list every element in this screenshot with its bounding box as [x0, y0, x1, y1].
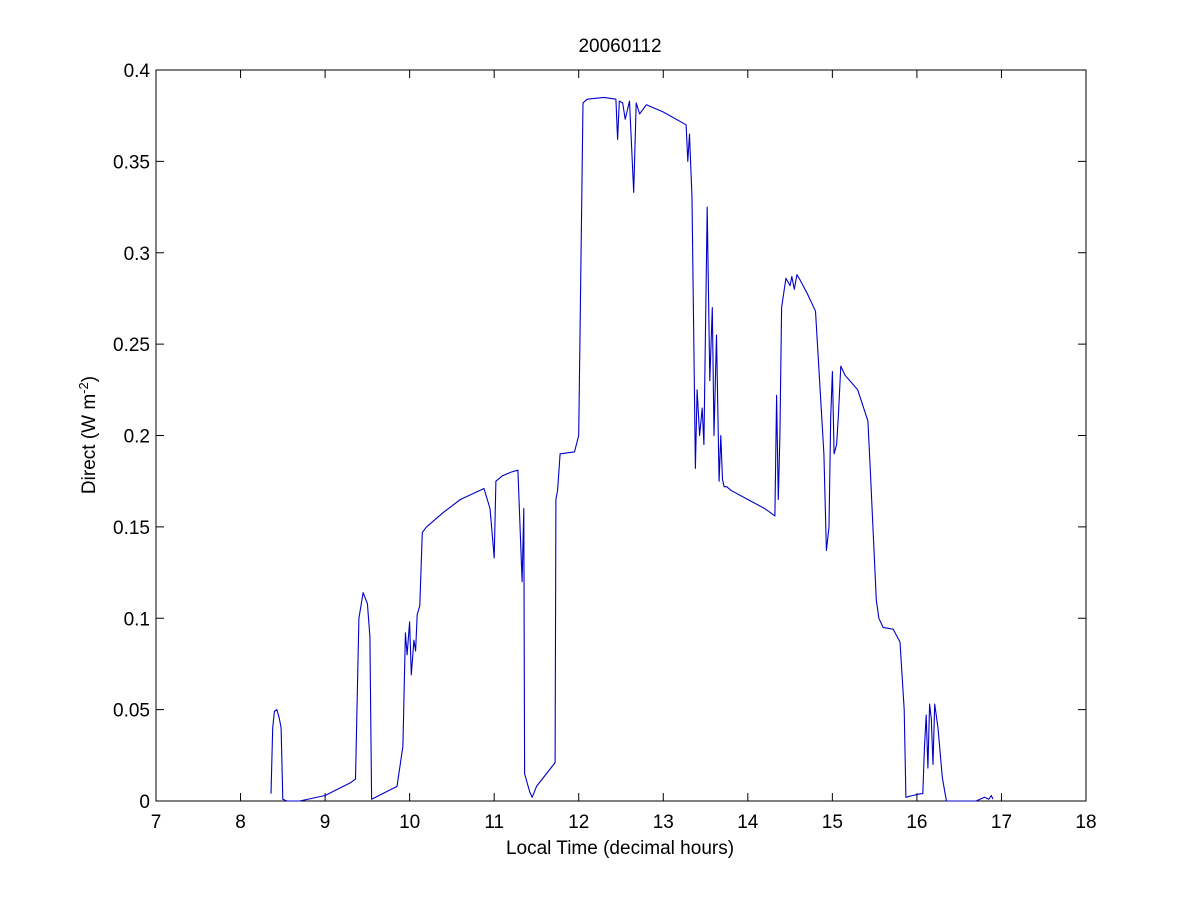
y-tick-label: 0.35	[113, 152, 150, 173]
plot-frame	[155, 69, 1087, 802]
x-tick-label: 11	[484, 812, 504, 833]
y-axis-label-prefix: Direct (W m	[79, 394, 100, 494]
y-tick-label: 0.05	[113, 701, 150, 722]
y-tick-label: 0.15	[113, 518, 150, 539]
x-tick-label: 14	[737, 812, 759, 833]
y-tick-label: 0.3	[124, 244, 150, 265]
x-tick-label: 17	[991, 812, 1012, 833]
x-tick-label: 12	[568, 812, 589, 833]
x-tick-label: 13	[653, 812, 674, 833]
series-group	[270, 96, 994, 802]
y-tick-label: 0.1	[124, 609, 150, 630]
y-tick-label: 0.2	[124, 427, 150, 448]
axes: 7 8 9 10 11 12 13 14 15 16 17 18 0 0.05 0.1 0.15 0.2 0.25…	[113, 61, 1097, 833]
x-tick-label: 18	[1075, 812, 1096, 833]
series-line	[270, 96, 994, 802]
y-axis-label: Direct (W m-2)	[76, 376, 100, 494]
x-tick-label: 15	[822, 812, 843, 833]
y-tick-label: 0.25	[113, 335, 150, 356]
x-tick-label: 7	[151, 812, 162, 833]
x-tick-label: 8	[235, 812, 246, 833]
y-axis-label-suffix: )	[79, 376, 100, 382]
x-tick-label: 10	[399, 812, 420, 833]
y-axis-label-superscript: -2	[76, 382, 91, 394]
x-tick-label: 16	[906, 812, 927, 833]
y-tick-label: 0	[139, 792, 150, 813]
chart-title: 20060112	[578, 36, 661, 57]
x-axis-label: Local Time (decimal hours)	[506, 838, 734, 859]
y-tick-label: 0.4	[124, 61, 151, 82]
x-tick-label: 9	[320, 812, 331, 833]
